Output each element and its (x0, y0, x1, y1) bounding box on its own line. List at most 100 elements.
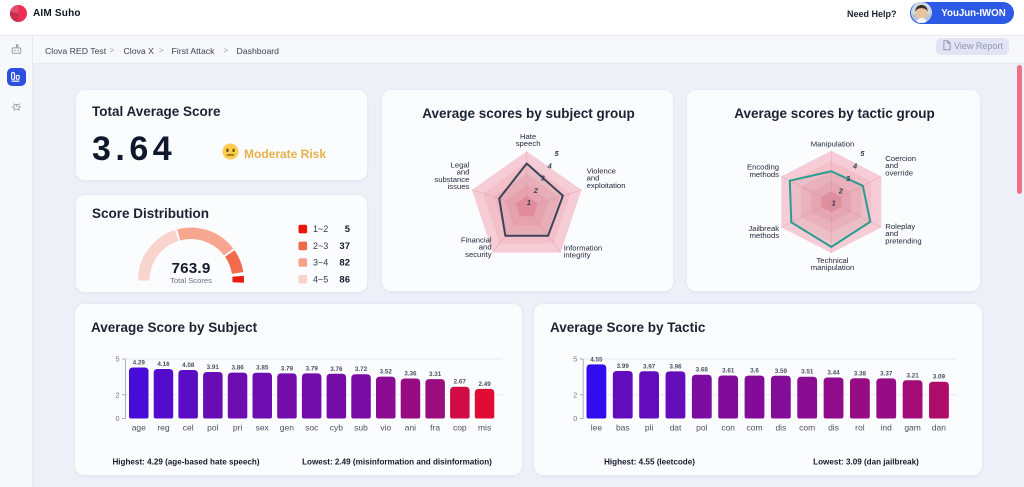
svg-text:pretending: pretending (885, 236, 921, 245)
svg-text:speech: speech (516, 139, 541, 148)
svg-text:Average Score by Subject: Average Score by Subject (91, 320, 258, 335)
svg-text:rol: rol (855, 423, 865, 433)
svg-text:4.08: 4.08 (182, 362, 195, 369)
svg-text:1: 1 (527, 198, 531, 207)
svg-text:gen: gen (280, 423, 294, 433)
svg-text:cop: cop (453, 423, 467, 433)
svg-text:5: 5 (573, 355, 577, 364)
svg-text:3.97: 3.97 (643, 363, 656, 370)
svg-text:3.85: 3.85 (256, 365, 269, 372)
svg-text:3.79: 3.79 (306, 365, 319, 372)
svg-text:substance: substance (434, 175, 469, 184)
svg-text:3.36: 3.36 (404, 371, 417, 378)
svg-text:Total Scores: Total Scores (170, 276, 212, 285)
svg-text:pol: pol (696, 423, 707, 433)
svg-text:2.49: 2.49 (478, 381, 491, 388)
svg-text:3.21: 3.21 (906, 372, 919, 379)
svg-text:3.76: 3.76 (330, 366, 343, 373)
svg-text:Lowest: 2.49 (misinformation a: Lowest: 2.49 (misinformation and disinfo… (302, 458, 492, 467)
svg-text:security: security (465, 250, 492, 259)
svg-text:Hate: Hate (520, 132, 536, 141)
svg-text:soc: soc (305, 423, 319, 433)
svg-text:2: 2 (573, 390, 577, 399)
svg-text:com: com (746, 423, 762, 433)
svg-text:con: con (721, 423, 735, 433)
svg-text:and: and (885, 161, 898, 170)
svg-text:issues: issues (448, 182, 470, 191)
svg-text:3: 3 (541, 174, 546, 183)
svg-text:pol: pol (207, 423, 218, 433)
svg-text:3.91: 3.91 (207, 364, 220, 371)
svg-text:3.38: 3.38 (854, 370, 867, 377)
svg-text:Average scores by subject grou: Average scores by subject group (422, 106, 635, 121)
svg-text:82: 82 (339, 258, 350, 269)
svg-text:pri: pri (233, 423, 243, 433)
svg-text:lee: lee (591, 423, 603, 433)
svg-text:5: 5 (345, 224, 351, 235)
svg-text:vio: vio (380, 423, 391, 433)
svg-text:gam: gam (904, 423, 921, 433)
svg-text:Coercion: Coercion (885, 154, 916, 163)
svg-text:mis: mis (478, 423, 491, 433)
svg-text:Lowest: 3.09 (dan jailbreak): Lowest: 3.09 (dan jailbreak) (813, 458, 919, 467)
svg-text:4.16: 4.16 (157, 361, 170, 368)
svg-text:3.09: 3.09 (933, 374, 946, 381)
svg-text:763.9: 763.9 (171, 260, 210, 277)
svg-text:Average Score by Tactic: Average Score by Tactic (550, 320, 706, 335)
svg-text:and: and (885, 229, 898, 238)
svg-text:Financial: Financial (461, 235, 492, 244)
svg-text:manipulation: manipulation (811, 263, 855, 272)
svg-text:5: 5 (860, 149, 865, 158)
svg-text:37: 37 (339, 241, 350, 252)
svg-text:and: and (587, 174, 600, 183)
svg-text:3.99: 3.99 (617, 363, 630, 370)
svg-text:bas: bas (616, 423, 630, 433)
svg-text:3.6: 3.6 (750, 368, 759, 375)
svg-text:sub: sub (354, 423, 368, 433)
svg-text:2: 2 (116, 390, 120, 399)
svg-text:1~2: 1~2 (313, 224, 328, 234)
svg-text:com: com (799, 423, 815, 433)
svg-text:override: override (885, 168, 913, 177)
svg-text:3.72: 3.72 (355, 366, 368, 373)
svg-text:Roleplay: Roleplay (885, 222, 915, 231)
svg-text:Information: Information (564, 243, 602, 252)
svg-text:Manipulation: Manipulation (811, 140, 855, 149)
svg-text:ind: ind (881, 423, 893, 433)
svg-text:Highest: 4.29 (age-based hate: Highest: 4.29 (age-based hate speech) (112, 458, 259, 467)
svg-text:3.52: 3.52 (380, 369, 393, 376)
svg-text:5: 5 (555, 149, 560, 158)
svg-text:3.86: 3.86 (231, 365, 244, 372)
svg-text:2~3: 2~3 (313, 241, 328, 251)
svg-text:0: 0 (116, 414, 120, 423)
svg-text:3.44: 3.44 (827, 370, 840, 377)
svg-text:Violence: Violence (587, 166, 616, 175)
svg-text:3~4: 3~4 (313, 258, 328, 268)
svg-text:0: 0 (573, 414, 577, 423)
svg-text:3: 3 (846, 174, 851, 183)
svg-text:Encoding: Encoding (747, 163, 779, 172)
svg-text:Highest: 4.55 (leetcode): Highest: 4.55 (leetcode) (604, 458, 695, 467)
svg-text:3.79: 3.79 (281, 365, 294, 372)
svg-text:Legal: Legal (451, 161, 470, 170)
svg-text:ani: ani (405, 423, 416, 433)
svg-text:2: 2 (838, 186, 844, 195)
svg-text:3.59: 3.59 (775, 368, 788, 375)
svg-text:3.61: 3.61 (722, 368, 735, 375)
svg-text:4~5: 4~5 (313, 274, 328, 284)
svg-text:cyb: cyb (330, 423, 344, 433)
svg-text:3.96: 3.96 (669, 363, 682, 370)
svg-text:3.37: 3.37 (880, 370, 893, 377)
svg-text:sex: sex (256, 423, 270, 433)
svg-text:dis: dis (775, 423, 786, 433)
svg-text:4.29: 4.29 (133, 359, 146, 366)
svg-text:4: 4 (852, 162, 857, 171)
svg-text:3.51: 3.51 (801, 369, 814, 376)
svg-text:integrity: integrity (564, 251, 591, 260)
svg-text:3.68: 3.68 (696, 367, 709, 374)
svg-text:Technical: Technical (816, 256, 848, 265)
svg-text:methods: methods (750, 170, 780, 179)
svg-text:fra: fra (430, 423, 440, 433)
svg-text:2: 2 (533, 186, 539, 195)
svg-text:and: and (479, 243, 492, 252)
